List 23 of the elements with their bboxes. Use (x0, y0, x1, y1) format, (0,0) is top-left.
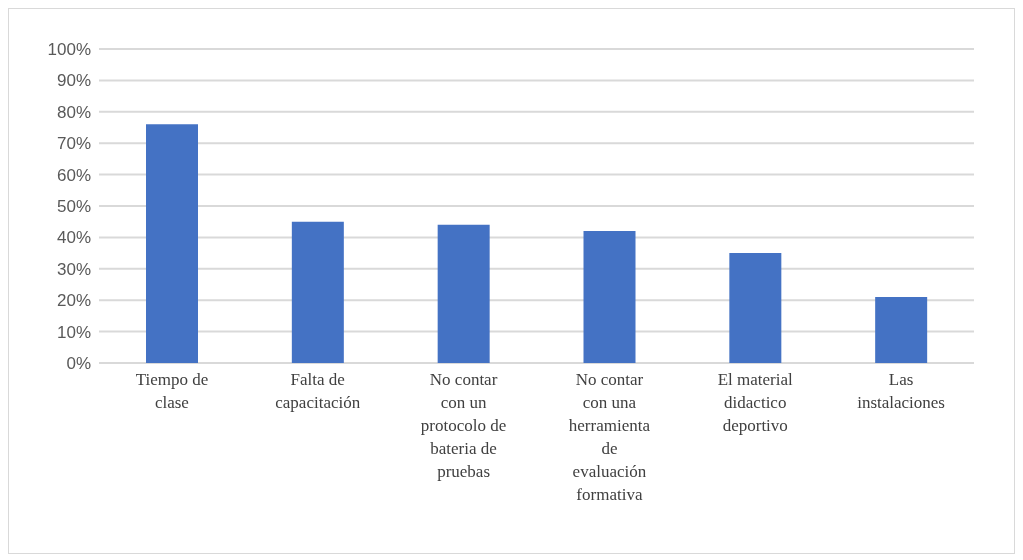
bar (583, 231, 636, 363)
y-tick-label: 30% (56, 259, 91, 279)
bar (875, 297, 928, 363)
y-tick-label: 10% (56, 322, 91, 342)
y-tick-label: 90% (56, 71, 91, 91)
x-tick-label: No contar con un protocolo de bateria de pruebas (420, 370, 507, 481)
x-tick-label: El material didactico deportivo (717, 370, 794, 435)
bar (437, 224, 490, 363)
y-tick-label: 50% (56, 197, 91, 217)
x-tick-label: No contar con una herramienta de evaluación formativa (568, 370, 651, 504)
y-tick-label: 100% (47, 40, 91, 60)
bar (146, 124, 198, 363)
y-tick-label: 0% (66, 354, 91, 374)
y-tick-label: 40% (56, 228, 91, 248)
bar (729, 253, 782, 363)
y-tick-label: 80% (56, 102, 91, 122)
bar (291, 221, 344, 363)
y-tick-label: 70% (56, 134, 91, 154)
y-tick-label: 60% (56, 165, 91, 185)
y-tick-label: 20% (56, 291, 91, 311)
x-tick-label: Las instalaciones (857, 370, 945, 412)
x-tick-label: Tiempo de clase (135, 370, 209, 412)
x-tick-label: Falta de capacitación (275, 370, 361, 412)
